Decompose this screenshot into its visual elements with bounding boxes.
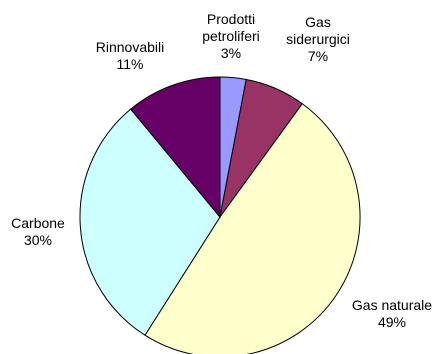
pie-slice-carbone (79, 108, 221, 336)
pie-label-name: Carbone (11, 215, 65, 231)
pie-label-percent: 7% (308, 48, 328, 64)
pie-label-name: siderurgici (286, 31, 350, 47)
pie-label-name: Prodotti (207, 11, 255, 27)
pie-label-percent: 3% (221, 45, 241, 61)
pie-label-percent: 11% (117, 56, 144, 72)
pie-label-percent: 30% (24, 232, 52, 248)
pie-label-gas-naturale: Gas naturale 49% (352, 297, 432, 330)
pie-label-rinnovabili: Rinnovabili 11% (96, 39, 164, 72)
pie-label-prodotti-petroliferi: Prodotti petroliferi 3% (202, 11, 260, 61)
pie-label-carbone: Carbone 30% (11, 215, 65, 248)
pie-slice-gas-naturale (144, 103, 361, 354)
pie-label-percent: 49% (378, 314, 406, 330)
pie-label-name: Gas naturale (352, 297, 432, 313)
pie-slices (79, 76, 361, 354)
pie-label-gas-siderurgici: Gas siderurgici 7% (286, 14, 350, 64)
pie-slice-rinnovabili (130, 76, 221, 219)
pie-label-name: Rinnovabili (96, 39, 164, 55)
pie-label-name: Gas (305, 14, 331, 30)
pie-labels: Prodotti petroliferi 3%Gas siderurgici 7%Gas… (11, 11, 432, 330)
pie-label-name: petroliferi (202, 28, 260, 44)
